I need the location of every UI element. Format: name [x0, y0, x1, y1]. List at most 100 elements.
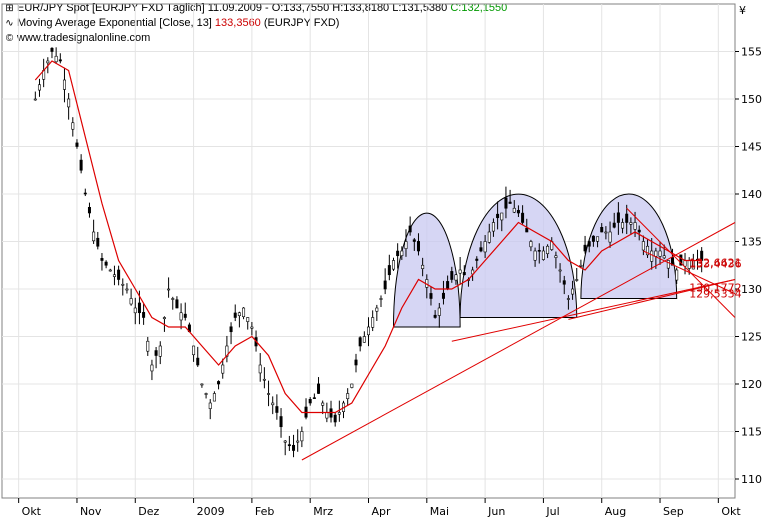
level-annotation: 129,5334: [689, 287, 742, 300]
price-candle: [396, 250, 400, 257]
price-candle: [75, 142, 79, 147]
price-candle: [287, 444, 291, 447]
x-tick-label: Mrz: [313, 505, 333, 518]
price-candle: [366, 326, 370, 336]
indicator-icon: ∿: [5, 18, 14, 29]
price-candle: [67, 98, 71, 108]
price-candle: [571, 288, 575, 295]
price-candle: [167, 288, 171, 291]
price-candle: [242, 307, 246, 318]
price-candle: [671, 257, 675, 266]
price-summary: EUR/JPY Spot [EURJPY FXD Täglich] 11.09.…: [17, 2, 451, 14]
price-candle: [317, 383, 321, 394]
ema-value: 133,3560: [214, 17, 261, 29]
x-tick-label: Mai: [430, 505, 449, 518]
price-candle: [279, 416, 283, 428]
price-candle: [658, 250, 662, 257]
header-line-ema: ∿ Moving Average Exponential [Close, 13] …: [4, 17, 339, 30]
price-candle: [591, 235, 595, 242]
x-tick-label: Jul: [545, 505, 559, 518]
uptrend-line-main: [301, 222, 736, 461]
price-candle: [604, 231, 608, 234]
price-candle: [483, 241, 487, 253]
price-candle: [533, 250, 537, 261]
price-candle: [125, 288, 129, 291]
ema-label: Moving Average Exponential [Close, 13]: [17, 17, 215, 29]
price-candle: [112, 274, 116, 277]
price-candle: [421, 264, 425, 269]
price-candle: [487, 231, 491, 243]
price-candle: [562, 280, 566, 285]
price-candle: [150, 364, 154, 372]
price-candle: [100, 258, 104, 261]
price-candle: [229, 326, 233, 333]
close-value: C:132,1550: [450, 2, 508, 14]
price-candle: [650, 250, 654, 262]
support-line-mid: [568, 279, 736, 320]
price-candle: [583, 244, 587, 252]
price-candle: [358, 337, 362, 347]
price-candle: [129, 298, 133, 305]
price-candle: [133, 307, 137, 314]
price-candle: [666, 260, 670, 269]
price-candle: [296, 440, 300, 443]
price-candle: [579, 264, 583, 267]
price-candle: [683, 260, 687, 267]
price-candle: [521, 212, 525, 223]
level-annotation: 130,1772: [689, 281, 742, 294]
y-tick-label: 115: [741, 426, 762, 439]
price-candle: [212, 393, 216, 402]
header-line-copyright: © www.tradesignalonline.com: [4, 32, 150, 45]
copyright-icon: ©: [5, 33, 14, 44]
price-candle: [675, 269, 679, 281]
y-tick-label: 120: [741, 378, 762, 391]
price-candle: [258, 364, 262, 374]
price-candle: [379, 298, 383, 300]
price-candle: [246, 317, 250, 322]
y-tick-label: 155: [741, 46, 762, 59]
price-candle: [437, 307, 441, 316]
y-tick-label: 125: [741, 331, 762, 344]
price-candle: [575, 279, 579, 281]
price-candle: [308, 399, 312, 404]
price-candle: [646, 245, 650, 256]
price-candle: [200, 383, 204, 386]
price-candle: [587, 241, 591, 247]
price-candle: [283, 440, 287, 443]
price-candle: [300, 431, 304, 442]
price-candle: [362, 336, 366, 343]
price-candle: [108, 269, 112, 272]
price-candle: [183, 313, 187, 318]
price-candle: [450, 271, 454, 280]
price-candle: [83, 192, 87, 195]
price-candle: [496, 213, 500, 219]
price-candle: [154, 350, 158, 356]
price-candle: [137, 302, 141, 314]
price-candle: [162, 317, 166, 320]
y-tick-label: 135: [741, 236, 762, 249]
price-candle: [96, 237, 100, 247]
price-candle: [404, 241, 408, 249]
price-candle: [629, 222, 633, 225]
y-tick-label: 110: [741, 473, 762, 486]
price-candle: [500, 212, 504, 221]
price-candle: [50, 47, 54, 52]
price-candle: [679, 254, 683, 266]
y-tick-label: 140: [741, 188, 762, 201]
price-candle: [250, 326, 254, 329]
price-candle: [62, 79, 66, 90]
price-candle: [458, 269, 462, 274]
x-tick-label: Okt: [22, 505, 42, 518]
bar-chart-icon: ⊞: [5, 3, 14, 14]
price-candle: [621, 222, 625, 229]
price-candle: [237, 312, 241, 316]
price-candle: [71, 122, 75, 130]
price-candle: [312, 397, 316, 399]
price-candle: [508, 201, 512, 204]
price-candle: [504, 197, 508, 209]
ema-symbol: (EURJPY FXD): [260, 17, 340, 29]
price-candle: [204, 393, 208, 395]
price-candle: [333, 414, 337, 423]
price-candle: [262, 378, 266, 381]
